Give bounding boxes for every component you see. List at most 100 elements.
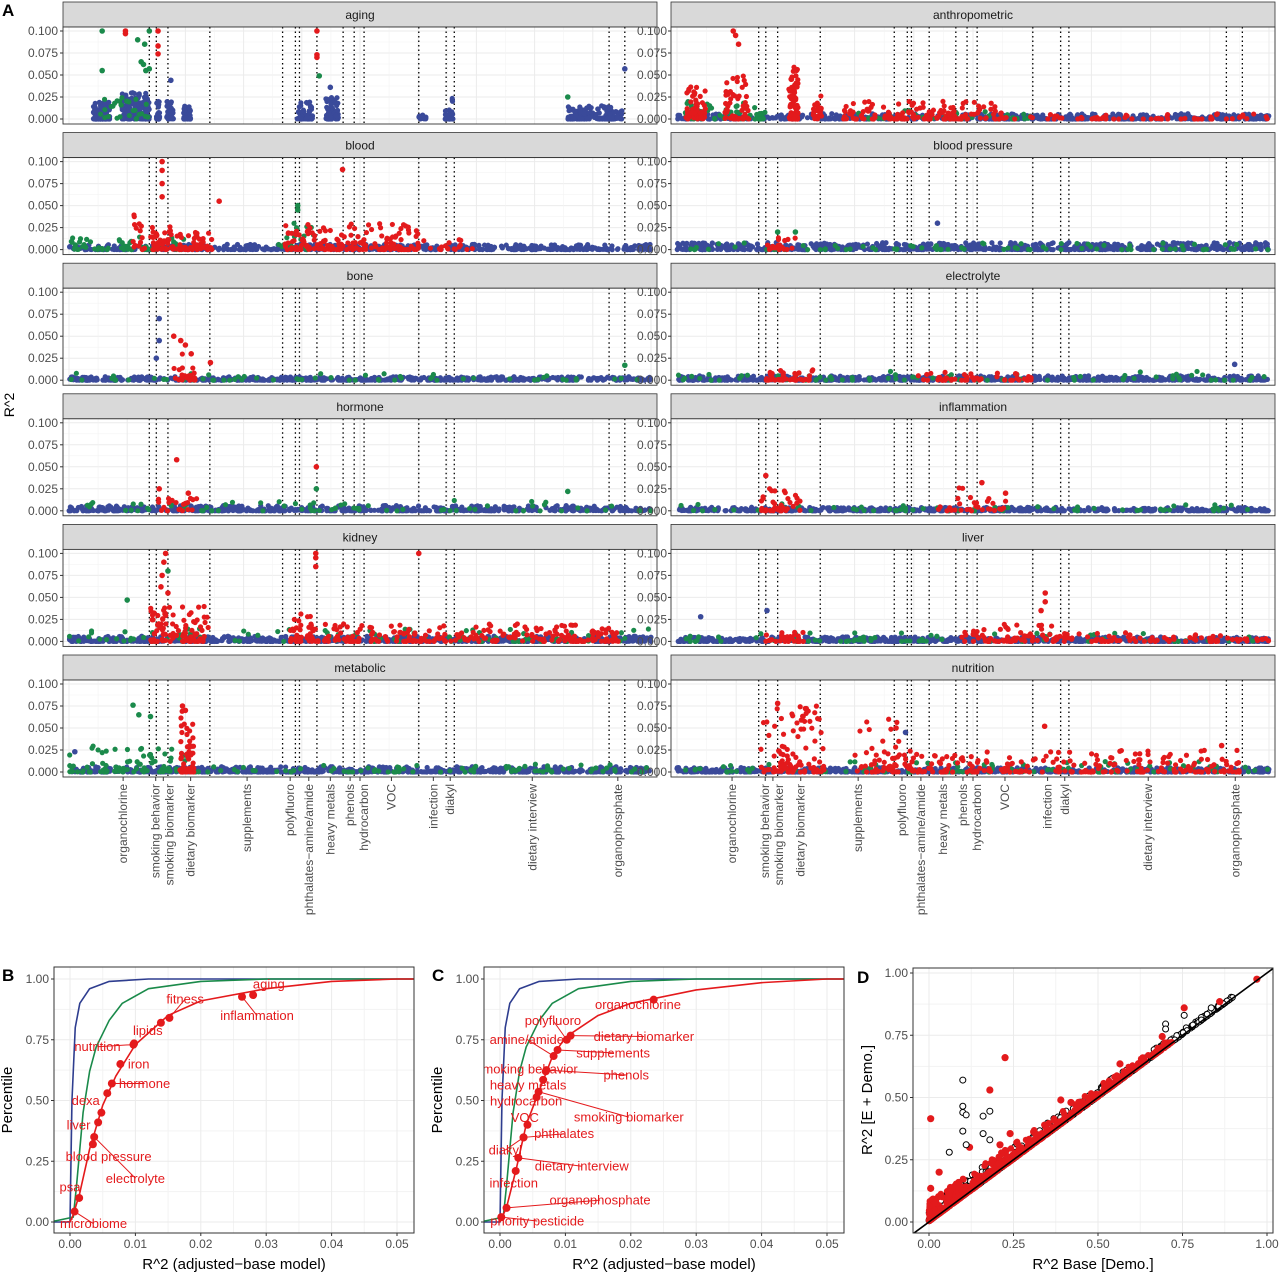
data-point — [322, 237, 328, 243]
data-point — [505, 245, 511, 252]
y-tick-label: 0.025 — [28, 351, 58, 365]
data-point — [1021, 116, 1028, 122]
data-point — [894, 116, 900, 122]
data-point — [977, 115, 983, 121]
data-point — [741, 240, 747, 246]
peak-point — [99, 28, 105, 34]
y-tick-label: 0.100 — [637, 155, 667, 169]
data-point — [498, 243, 505, 249]
data-point — [153, 114, 160, 120]
data-point — [306, 375, 313, 381]
data-point — [959, 245, 965, 251]
data-point — [211, 377, 217, 383]
facet-title: electrolyte — [946, 269, 1001, 283]
data-point — [1070, 116, 1076, 122]
data-point — [352, 225, 358, 232]
data-point — [415, 231, 421, 237]
data-point — [241, 246, 247, 252]
data-point — [338, 377, 344, 383]
data-point — [743, 81, 749, 87]
data-point — [421, 238, 427, 244]
data-point — [1229, 246, 1235, 252]
data-point — [794, 84, 800, 90]
data-point — [1103, 116, 1109, 122]
data-point — [118, 102, 124, 108]
data-point — [368, 245, 375, 251]
data-point — [685, 88, 692, 94]
data-point — [1025, 246, 1031, 252]
data-point — [676, 242, 682, 248]
data-point — [1151, 246, 1157, 253]
data-point — [724, 80, 730, 86]
data-point — [883, 240, 889, 246]
data-point — [614, 246, 621, 252]
data-point — [151, 246, 157, 253]
data-point — [1129, 116, 1135, 122]
peak-point — [774, 229, 781, 235]
data-point — [187, 107, 193, 113]
data-point — [812, 242, 818, 249]
data-point — [1101, 242, 1107, 248]
data-point — [1222, 242, 1228, 248]
data-point — [573, 243, 580, 249]
data-point — [675, 112, 681, 118]
y-tick-label: 0.050 — [637, 199, 667, 213]
data-point — [906, 98, 912, 105]
data-point — [397, 373, 403, 380]
data-point — [733, 103, 739, 110]
data-point — [599, 246, 605, 252]
data-point — [594, 377, 600, 383]
data-point — [945, 110, 951, 116]
data-point — [999, 115, 1005, 121]
data-point — [772, 245, 778, 251]
data-point — [384, 236, 390, 242]
peak-point — [314, 54, 320, 61]
data-point — [812, 102, 818, 108]
data-point — [261, 377, 268, 383]
data-point — [585, 376, 592, 383]
data-point — [456, 244, 462, 250]
data-point — [66, 244, 73, 250]
data-point — [194, 242, 200, 248]
peak-point — [732, 32, 739, 39]
data-point — [919, 245, 925, 251]
data-point — [1191, 241, 1198, 247]
data-point — [507, 376, 513, 382]
data-point — [121, 116, 128, 122]
data-point — [289, 230, 295, 236]
data-point — [1112, 241, 1118, 247]
data-point — [1058, 246, 1064, 253]
data-point — [1252, 246, 1259, 252]
data-point — [334, 246, 340, 253]
data-point — [168, 244, 174, 250]
data-point — [1050, 246, 1056, 253]
data-point — [171, 365, 177, 372]
data-point — [181, 106, 187, 112]
data-point — [1052, 113, 1058, 119]
data-point — [791, 64, 797, 70]
data-point — [377, 225, 384, 231]
data-point — [947, 116, 953, 122]
data-point — [843, 246, 849, 253]
data-point — [1257, 116, 1263, 122]
data-point — [105, 245, 111, 251]
data-point — [178, 246, 184, 252]
data-point — [327, 227, 333, 234]
data-point — [1119, 246, 1125, 253]
peak-point — [622, 362, 628, 369]
data-point — [730, 75, 736, 82]
data-point — [352, 240, 358, 246]
data-point — [438, 246, 444, 253]
data-point — [841, 116, 847, 122]
data-point — [185, 233, 192, 239]
data-point — [742, 111, 748, 117]
data-point — [724, 246, 731, 253]
data-point — [334, 95, 340, 101]
data-point — [124, 98, 130, 104]
data-point — [317, 376, 323, 382]
data-point — [982, 109, 988, 115]
data-point — [133, 96, 139, 102]
data-point — [79, 377, 85, 383]
peak-point — [564, 94, 571, 100]
